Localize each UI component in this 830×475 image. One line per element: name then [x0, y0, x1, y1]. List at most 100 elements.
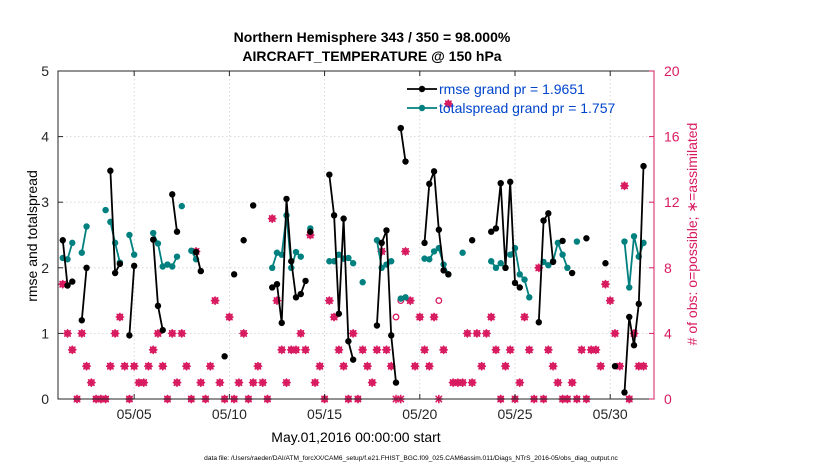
obs-assimilated-marker	[63, 328, 72, 338]
rmse-point	[169, 191, 176, 198]
obs-assimilated-stroke	[83, 362, 91, 370]
obs-assimilated-marker	[372, 345, 382, 355]
spread-point	[359, 279, 366, 286]
obs-assimilated-stroke	[416, 313, 424, 321]
spread-point	[497, 260, 504, 267]
rmse-point	[297, 290, 304, 298]
obs-assimilated-stroke	[111, 329, 119, 337]
spread-point	[150, 229, 157, 237]
obs-assimilated-stroke	[216, 379, 224, 387]
spread-point	[492, 264, 500, 271]
y-right-tick-label: 8	[664, 260, 672, 276]
spread-point	[573, 238, 581, 245]
rmse-point	[602, 260, 609, 267]
obs-possible-marker	[435, 297, 443, 305]
obs-assimilated-stroke	[149, 346, 157, 354]
obs-assimilated-stroke	[592, 346, 600, 354]
obs-assimilated-marker	[172, 378, 182, 388]
spread-point	[102, 206, 109, 214]
obs-assimilated-stroke	[311, 379, 319, 387]
obs-assimilated-stroke	[597, 362, 605, 370]
y-left-tick-label: 2	[41, 260, 49, 276]
obs-assimilated-marker	[501, 361, 510, 371]
obs-assimilated-stroke	[421, 346, 429, 354]
obs-possible-marker	[392, 313, 400, 321]
rmse-point	[516, 284, 523, 291]
spread-point	[78, 249, 86, 256]
rmse-point	[340, 215, 347, 222]
rmse-point	[83, 264, 90, 271]
obs-assimilated-stroke	[578, 346, 586, 354]
rmse-point	[335, 310, 343, 317]
obs-assimilated-marker	[515, 378, 525, 388]
obs-assimilated-marker	[429, 312, 439, 322]
obs-assimilated-stroke	[130, 362, 138, 370]
obs-assimilated-stroke	[254, 362, 262, 370]
obs-assimilated-stroke	[316, 362, 324, 370]
series-lines	[59, 124, 647, 396]
obs-assimilated-marker	[439, 345, 448, 355]
obs-assimilated-stroke	[259, 379, 267, 387]
obs-assimilated-marker	[120, 361, 130, 371]
obs-assimilated-stroke	[473, 329, 481, 337]
grid-lines	[58, 71, 654, 399]
rmse-point	[230, 271, 238, 278]
obs-assimilated-stroke	[268, 215, 276, 223]
obs-assimilated-stroke	[206, 362, 214, 370]
obs-assimilated-marker	[291, 345, 301, 355]
spread-point	[173, 253, 181, 260]
chart-subtitle: AIRCRAFT_TEMPERATURE @ 150 hPa	[242, 48, 501, 64]
rmse-point	[383, 227, 390, 234]
obs-assimilated-stroke	[135, 379, 143, 387]
rmse-point	[392, 379, 400, 386]
spread-point	[297, 253, 304, 260]
rmse-point	[640, 162, 647, 170]
obs-assimilated-marker	[462, 328, 472, 338]
obs-assimilated-stroke	[211, 297, 219, 305]
obs-assimilated-marker	[482, 328, 491, 338]
obs-assimilated-marker	[358, 345, 368, 355]
obs-assimilated-marker	[67, 345, 77, 355]
rmse-point	[288, 258, 295, 265]
spread-point	[154, 240, 162, 247]
obs-assimilated-stroke	[640, 362, 648, 370]
obs-assimilated-marker	[543, 345, 553, 355]
obs-assimilated-marker	[401, 247, 410, 256]
x-axis: 05/05 05/10 05/15 05/20 05/25 05/30	[117, 71, 628, 422]
rmse-point	[240, 237, 247, 244]
obs-assimilated-stroke	[411, 362, 419, 370]
obs-assimilated-stroke	[425, 362, 433, 370]
obs-assimilated-stroke	[459, 379, 467, 387]
legend-spread-label: totalspread grand pr = 1.757	[439, 100, 616, 116]
obs-assimilated-marker	[486, 312, 496, 322]
obs-assimilated-marker	[110, 328, 120, 338]
rmse-point	[568, 269, 576, 277]
rmse-point	[192, 248, 200, 256]
spread-point	[269, 264, 276, 271]
rmse-point	[126, 332, 133, 339]
obs-assimilated-marker	[605, 296, 615, 306]
rmse-point	[583, 235, 590, 242]
rmse-point	[330, 212, 338, 219]
obs-assimilated-stroke	[168, 329, 176, 337]
obs-assimilated-marker	[458, 378, 468, 388]
rmse-point	[111, 269, 119, 277]
spread-point	[278, 251, 285, 258]
spread-point	[292, 248, 300, 256]
obs-assimilated-marker	[601, 279, 610, 289]
rmse-point	[397, 124, 404, 132]
obs-assimilated-marker	[367, 378, 377, 388]
rmse-point	[630, 342, 638, 349]
spread-point	[83, 223, 90, 230]
spread-point	[126, 231, 133, 239]
obs-assimilated-marker	[329, 312, 339, 322]
obs-assimilated-stroke	[121, 362, 129, 370]
obs-assimilated-stroke	[282, 379, 290, 387]
obs-assimilated-marker	[567, 378, 577, 388]
spread-point	[326, 258, 333, 265]
rmse-point	[378, 239, 385, 247]
rmse-point	[273, 281, 281, 288]
obs-assimilated-stroke	[154, 329, 162, 337]
obs-assimilated-marker	[282, 378, 291, 388]
obs-assimilated-marker	[153, 328, 163, 338]
